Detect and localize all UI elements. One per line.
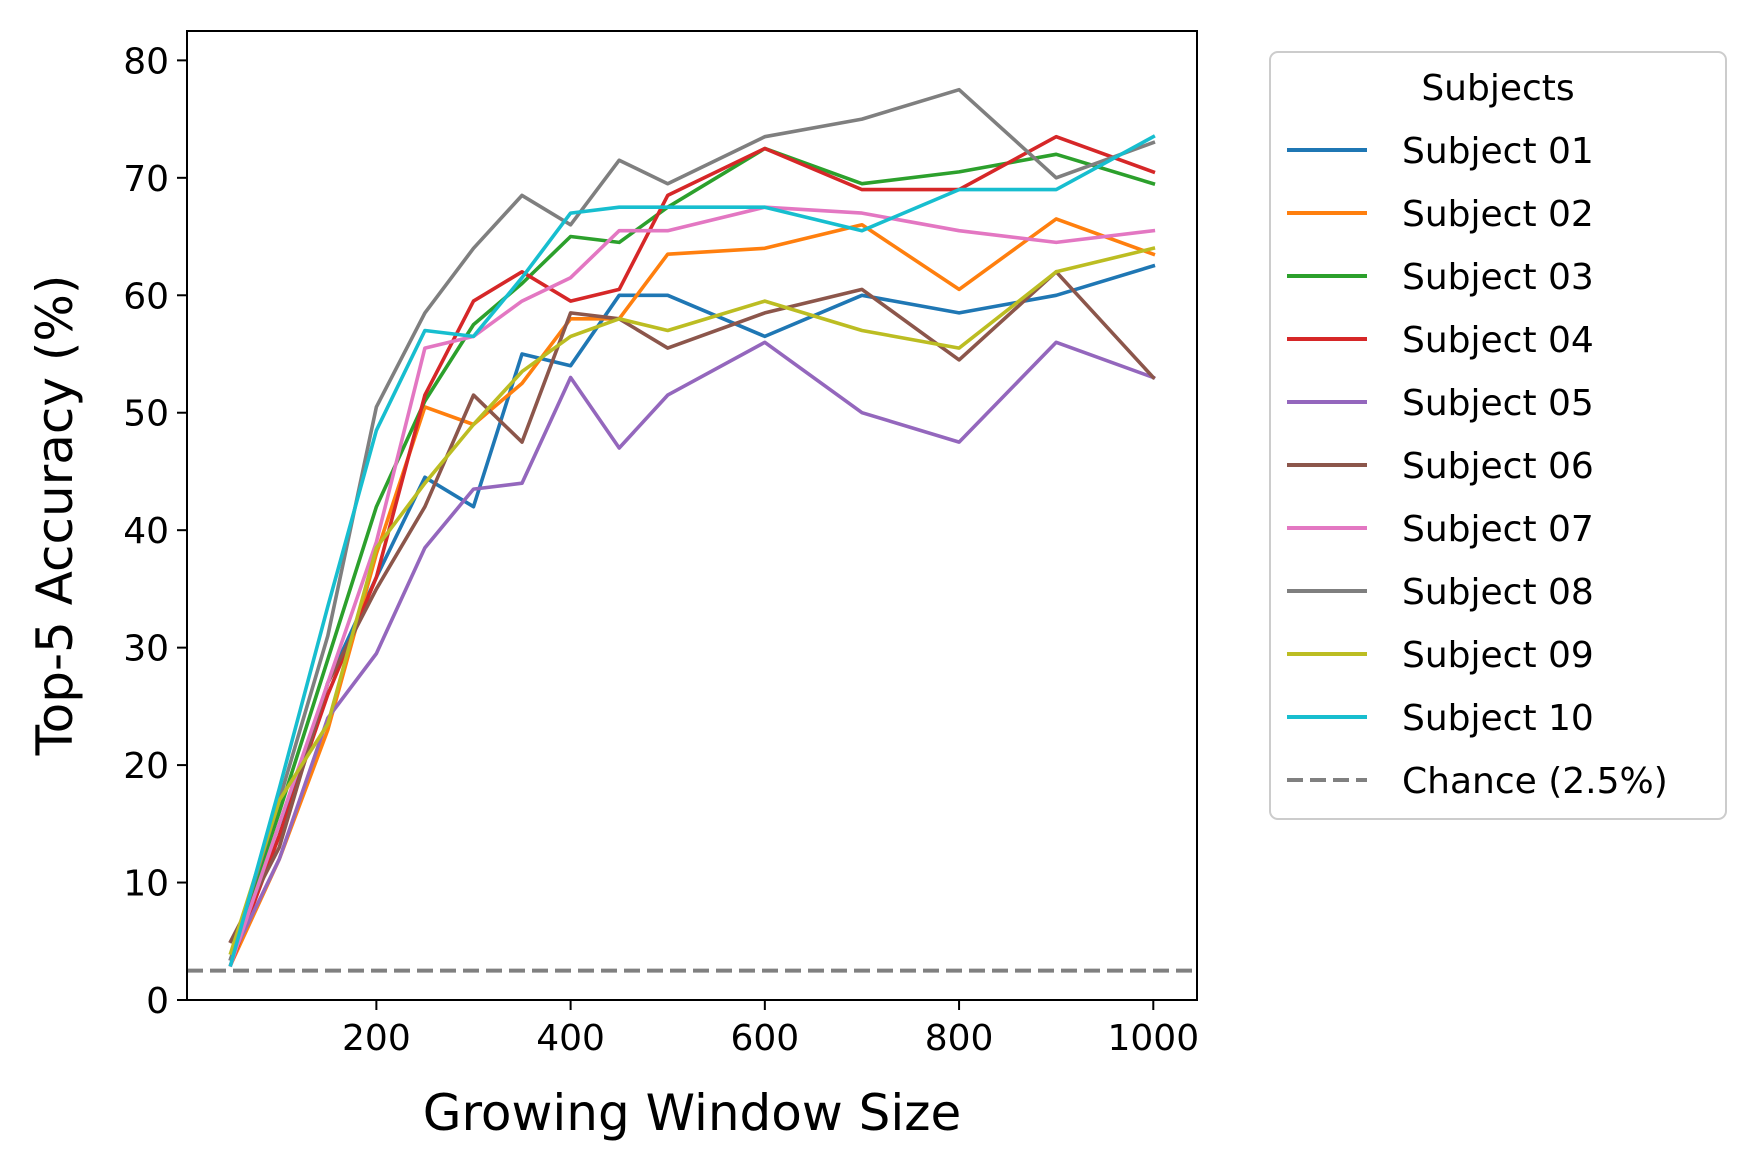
legend-entry-label: Subject 08 [1402, 572, 1594, 613]
y-tick-label: 40 [123, 511, 169, 552]
x-tick-label: 400 [536, 1018, 605, 1059]
legend-entry-label: Subject 02 [1402, 194, 1594, 235]
series-line-04 [228, 134, 1156, 968]
x-tick-label: 1000 [1107, 1018, 1199, 1059]
series-line-06 [228, 269, 1156, 944]
x-axis-label: Growing Window Size [423, 1084, 962, 1142]
legend-entry-label: Subject 10 [1402, 698, 1594, 739]
y-tick-label: 80 [123, 41, 169, 82]
x-tick-label: 800 [925, 1018, 994, 1059]
legend-entry-label: Subject 03 [1402, 257, 1594, 298]
y-tick-label: 60 [123, 276, 169, 317]
legend-entry-label: Subject 07 [1402, 509, 1594, 550]
axis-ticks: 200 400 600 800 1000 0 10 20 30 40 50 60 70 80 [123, 41, 1199, 1059]
legend-entry-label: Subject 09 [1402, 635, 1594, 676]
series-line-03 [228, 146, 1156, 962]
x-tick-label: 200 [342, 1018, 411, 1059]
y-axis-label: Top-5 Accuracy (%) [26, 275, 84, 757]
y-tick-label: 10 [123, 864, 169, 905]
y-tick-label: 70 [123, 159, 169, 200]
series-line-07 [228, 205, 1156, 968]
series-line-08 [228, 87, 1156, 962]
y-tick-label: 50 [123, 394, 169, 435]
y-tick-label: 0 [146, 981, 169, 1022]
legend-box [1269, 51, 1727, 820]
series-line-01 [228, 263, 1156, 962]
y-tick-label: 30 [123, 629, 169, 670]
legend-entry-label: Chance (2.5%) [1402, 761, 1668, 802]
legend-entry-label: Subject 06 [1402, 446, 1594, 487]
series-line-10 [228, 134, 1156, 968]
legend: Subjects Subject 01 Subject 02 Subject 03 Su… [1269, 51, 1727, 820]
legend-title: Subjects [1421, 68, 1574, 109]
x-tick-label: 600 [730, 1018, 799, 1059]
y-tick-label: 20 [123, 746, 169, 787]
series-line-09 [228, 246, 1156, 956]
plot-frame [186, 30, 1198, 1001]
legend-entry-label: Subject 05 [1402, 383, 1594, 424]
series-layer [187, 87, 1197, 973]
legend-entry-label: Subject 01 [1402, 131, 1594, 172]
legend-entry-label: Subject 04 [1402, 320, 1594, 361]
series-line-05 [228, 340, 1156, 962]
